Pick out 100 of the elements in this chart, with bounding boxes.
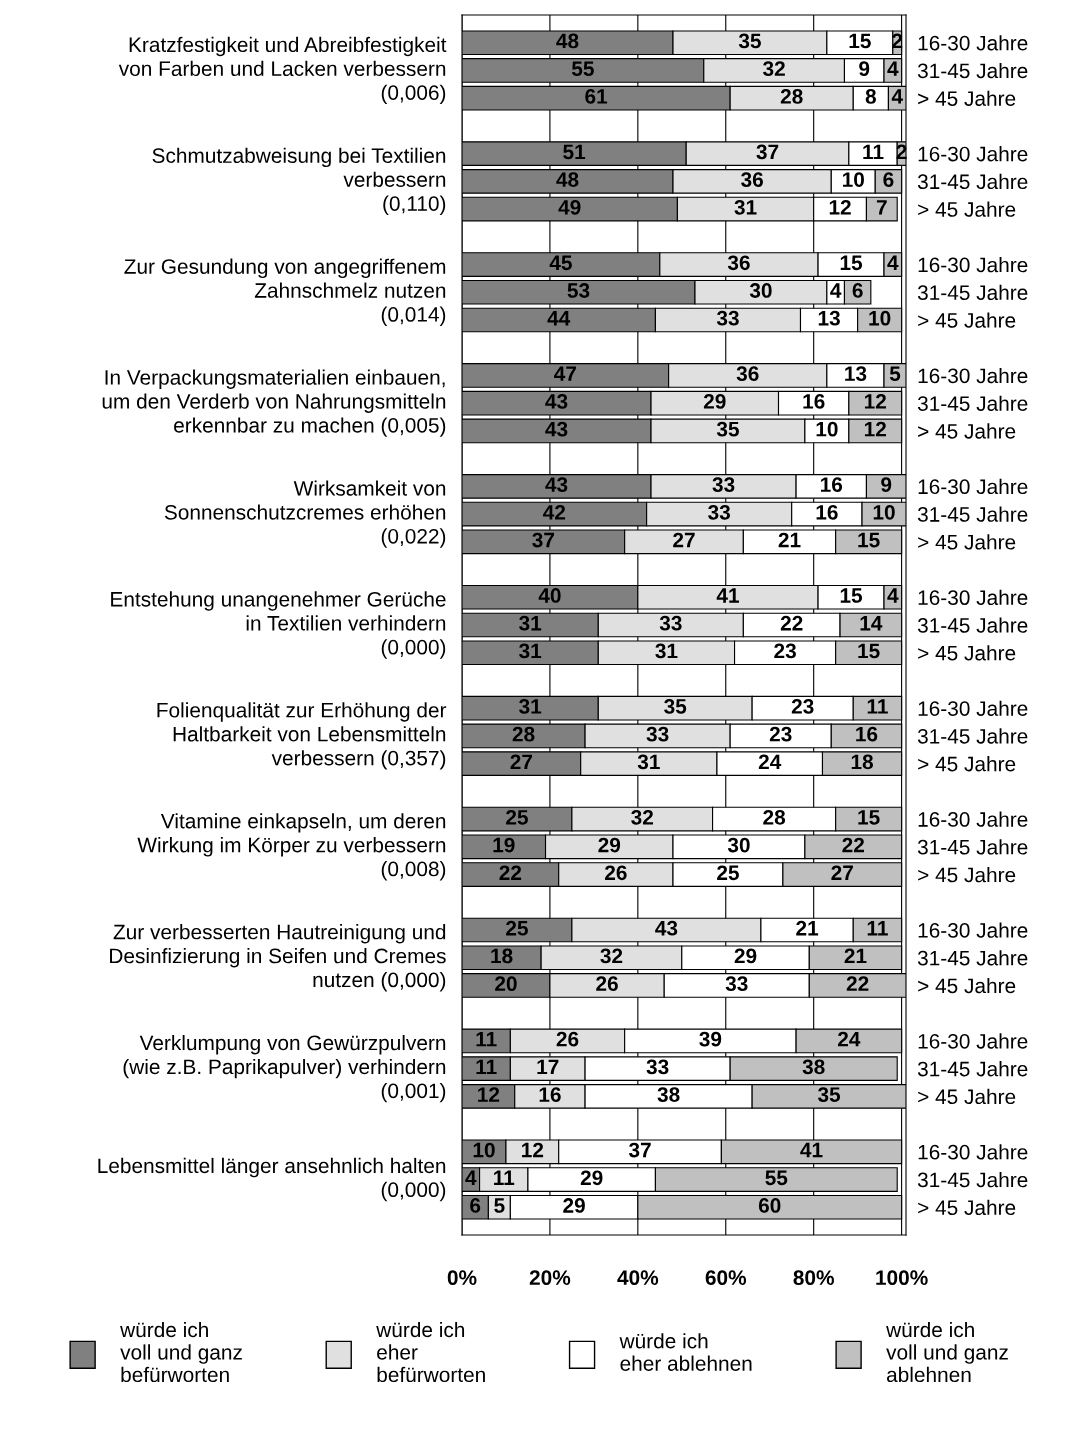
data-label: 31 (519, 615, 542, 631)
data-label: 25 (506, 809, 528, 825)
y-tick-label: 31-45 Jahre (917, 284, 1028, 301)
data-label: 26 (605, 865, 627, 881)
legend-label: würde ich voll und ganz ablehnen (886, 1321, 1008, 1383)
y-tick-label: > 45 Jahre (918, 977, 1016, 994)
legend-label: würde ich eher ablehnen (619, 1333, 752, 1371)
x-tick-label: 60% (705, 1270, 747, 1286)
data-label: 24 (837, 1031, 861, 1047)
data-label: 20 (495, 976, 517, 992)
data-label: 21 (796, 920, 819, 936)
data-label: 12 (829, 199, 851, 215)
data-label: 12 (864, 394, 886, 409)
data-label: 5 (889, 366, 901, 382)
data-label: 40 (538, 588, 561, 603)
y-tick-label: 16-30 Jahre (918, 257, 1028, 273)
y-tick-label: > 45 Jahre (918, 1088, 1016, 1105)
data-label: 29 (580, 1170, 603, 1186)
y-tick-label: 16-30 Jahre (918, 1144, 1028, 1160)
y-tick-label: 31-45 Jahre (917, 1172, 1028, 1188)
text: Zur verbesserten Hautreinigung und Desinfizierung in Seifen und Cremes nutzen (0,000) (110, 924, 446, 992)
data-label: 43 (655, 920, 678, 936)
data-label: 14 (860, 616, 883, 631)
y-tick-label: 31-45 Jahre (917, 617, 1028, 633)
y-tick-label: 16-30 Jahre (918, 1033, 1028, 1049)
data-label: 29 (598, 837, 621, 853)
text: Zur Gesundung von angegriffenem Zahnschmelz nutzen (0,014) (124, 258, 446, 326)
y-tick-label: 16-30 Jahre (918, 478, 1028, 495)
y-tick-label: 16-30 Jahre (918, 811, 1028, 827)
data-label: 10 (873, 504, 895, 520)
data-label: 12 (522, 1142, 544, 1158)
data-label: 4 (887, 588, 899, 603)
data-label: 16 (803, 394, 825, 409)
data-label: 31 (734, 199, 757, 215)
data-label: 30 (749, 283, 772, 298)
y-tick-label: 31-45 Jahre (917, 506, 1028, 522)
data-label: 10 (473, 1142, 495, 1158)
data-label: 43 (545, 394, 568, 409)
data-label: 13 (818, 310, 840, 326)
data-label: 19 (493, 837, 515, 853)
y-tick-label: > 45 Jahre (918, 645, 1016, 661)
data-label: 9 (881, 477, 892, 492)
data-label: 29 (563, 1198, 585, 1213)
data-label: 17 (537, 1059, 559, 1075)
data-label: 15 (858, 643, 880, 659)
data-label: 6 (470, 1198, 481, 1213)
y-tick-label: 16-30 Jahre (918, 367, 1028, 384)
x-tick-label: 80% (793, 1270, 834, 1286)
data-label: 25 (717, 865, 739, 881)
data-label: 48 (556, 33, 579, 49)
y-tick-label: 31-45 Jahre (917, 950, 1028, 966)
data-label: 23 (791, 699, 814, 714)
data-label: 26 (596, 976, 618, 992)
data-label: 31 (519, 643, 542, 659)
x-tick-label: 20% (529, 1270, 571, 1286)
y-tick-label: 31-45 Jahre (917, 395, 1028, 411)
text: Wirksamkeit von Sonnenschutzcremes erhöhen (0,022) (164, 480, 446, 548)
data-label: 7 (876, 200, 887, 215)
data-label: 4 (830, 283, 842, 298)
data-label: 35 (664, 699, 687, 714)
data-label: 29 (734, 948, 757, 964)
y-tick-label: > 45 Jahre (918, 756, 1016, 772)
x-tick-label: 0% (447, 1270, 477, 1286)
data-label: 21 (778, 532, 801, 548)
data-label: 11 (476, 1031, 497, 1047)
data-label: 33 (646, 726, 669, 742)
data-label: 12 (864, 421, 886, 437)
data-label: 28 (512, 726, 535, 742)
data-label: 36 (736, 366, 759, 382)
y-tick-label: > 45 Jahre (918, 534, 1016, 550)
data-label: 33 (708, 504, 730, 520)
data-label: 11 (867, 699, 888, 714)
data-label: 44 (547, 311, 571, 326)
data-label: 5 (494, 1198, 505, 1213)
data-label: 27 (673, 532, 695, 548)
data-label: 8 (865, 89, 876, 104)
data-label: 16 (856, 726, 878, 742)
data-label: 6 (852, 283, 863, 298)
y-tick-label: 16-30 Jahre (918, 35, 1028, 51)
data-label: 9 (859, 61, 870, 77)
data-label: 38 (802, 1059, 825, 1075)
data-label: 30 (727, 837, 750, 853)
data-label: 32 (631, 809, 653, 825)
data-label: 24 (758, 754, 782, 770)
data-label: 27 (831, 865, 853, 880)
data-label: 55 (571, 61, 594, 77)
data-label: 22 (846, 976, 869, 991)
data-label: 13 (845, 366, 867, 382)
data-label: 42 (543, 504, 566, 520)
data-label: 43 (545, 421, 568, 437)
data-label: 35 (716, 421, 739, 437)
data-label: 4 (465, 1170, 477, 1185)
data-label: 45 (549, 255, 572, 271)
data-label: 41 (800, 1142, 823, 1158)
data-label: 32 (600, 948, 623, 964)
text: Lebensmittel länger ansehnlich halten (0,000) (98, 1157, 446, 1202)
data-label: 12 (478, 1087, 500, 1102)
y-tick-label: > 45 Jahre (918, 1199, 1016, 1216)
data-label: 21 (844, 948, 867, 964)
data-label: 37 (532, 532, 554, 548)
